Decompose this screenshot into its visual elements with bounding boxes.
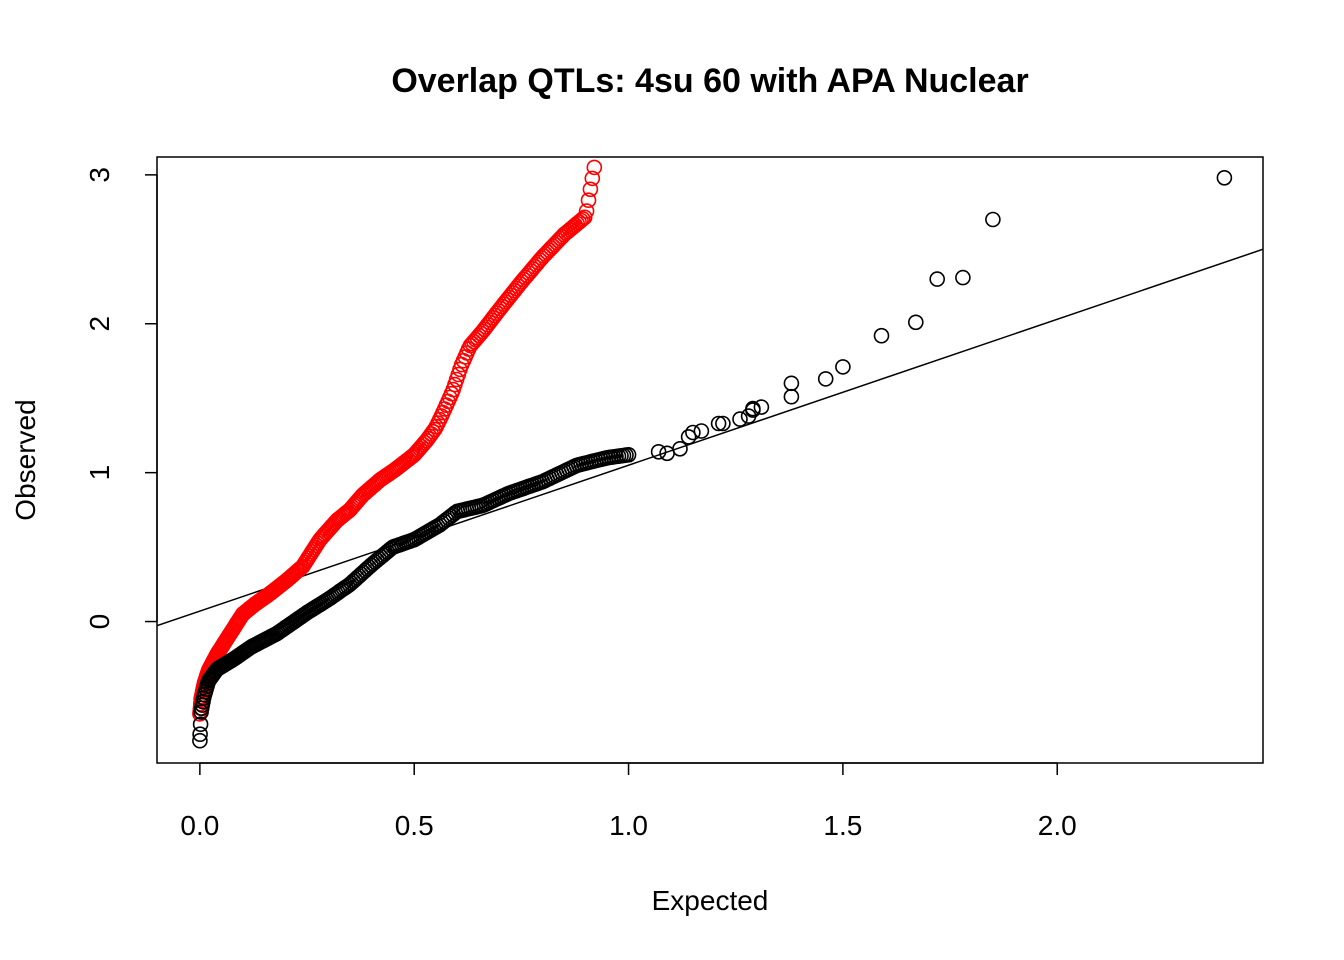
- data-point: [685, 424, 701, 441]
- data-point: [817, 371, 834, 387]
- data-point: [650, 443, 667, 460]
- data-point: [584, 170, 601, 187]
- data-point: [783, 388, 800, 405]
- data-point: [620, 446, 637, 463]
- data-point: [680, 429, 697, 445]
- data-point: [582, 181, 599, 198]
- data-point: [710, 415, 727, 432]
- y-tick-label: 1: [84, 465, 115, 481]
- data-point: [580, 192, 597, 208]
- x-tick-label: 2.0: [1038, 810, 1077, 841]
- data-point: [929, 271, 946, 287]
- data-point: [1216, 170, 1233, 186]
- data-point: [574, 211, 591, 227]
- data-point: [573, 212, 589, 229]
- data-point: [192, 726, 208, 743]
- data-point: [715, 415, 731, 432]
- y-tick-label: 3: [84, 167, 115, 183]
- data-point: [578, 203, 595, 219]
- data-point: [835, 359, 851, 375]
- x-axis-label: Expected: [652, 885, 769, 916]
- y-axis: 0 1 2 3: [84, 167, 158, 630]
- data-point: [571, 214, 587, 230]
- y-axis-label: Observed: [10, 399, 41, 520]
- data-point: [693, 423, 710, 439]
- data-point: [745, 400, 761, 417]
- x-tick-label: 1.0: [609, 810, 648, 841]
- data-point: [732, 411, 748, 427]
- data-point: [753, 399, 770, 415]
- reference-line: [157, 248, 1263, 627]
- data-point: [672, 440, 688, 457]
- data-point: [192, 732, 208, 749]
- data-point: [955, 269, 971, 286]
- chart-title: Overlap QTLs: 4su 60 with APA Nuclear: [391, 62, 1028, 100]
- y-tick-label: 2: [84, 316, 115, 332]
- data-point: [985, 211, 1001, 228]
- data-point: [576, 209, 593, 226]
- x-tick-label: 0.0: [180, 810, 219, 841]
- data-point: [873, 327, 890, 344]
- data-point: [907, 314, 924, 331]
- data-point: [783, 375, 800, 392]
- data-point: [586, 159, 603, 176]
- x-tick-label: 0.5: [395, 810, 434, 841]
- x-tick-label: 1.5: [823, 810, 862, 841]
- plot-frame: [156, 156, 1264, 764]
- x-axis: 0.0 0.5 1.0 1.5 2.0: [180, 762, 1077, 841]
- data-point: [192, 716, 209, 733]
- y-tick-label: 0: [84, 614, 115, 630]
